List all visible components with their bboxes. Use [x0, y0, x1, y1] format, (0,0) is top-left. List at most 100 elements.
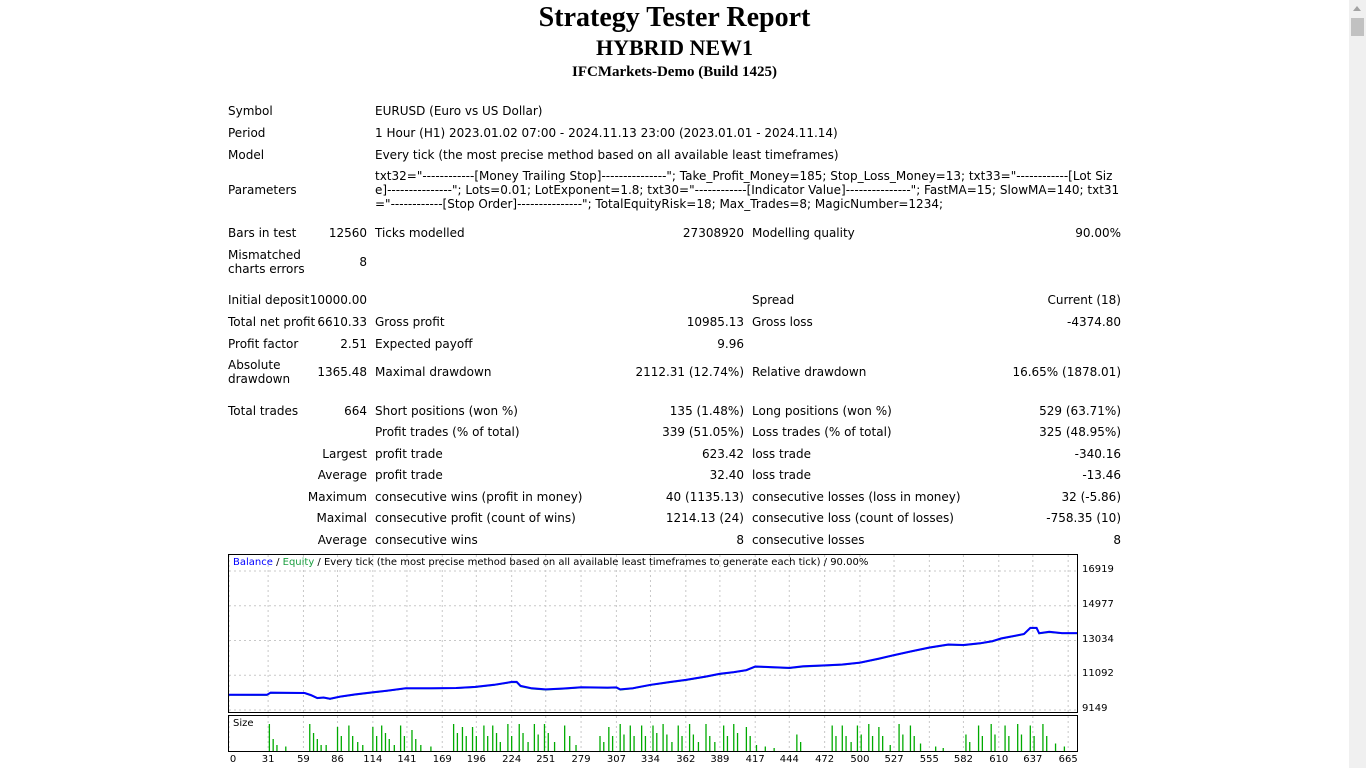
period-label: Period: [228, 126, 266, 140]
y-tick-label: 11092: [1082, 668, 1114, 680]
equity-line: [229, 627, 1077, 700]
profit-factor-label: Profit factor: [228, 337, 299, 351]
ticks-value: 27308920: [682, 226, 744, 240]
x-tick-label: 196: [466, 754, 486, 765]
average-loss-trade-label: loss trade: [752, 468, 811, 482]
maximal-consecutive-loss-value: -758.35 (10): [1046, 511, 1121, 525]
expert-name: HYBRID NEW1: [595, 35, 754, 60]
x-tick-label: 610: [989, 754, 1009, 765]
x-tick-label: 334: [640, 754, 661, 765]
balance-chart: Balance / Equity / Every tick (the most …: [228, 554, 1078, 713]
symbol-value: EURUSD (Euro vs US Dollar): [375, 104, 543, 118]
legend-equity: Equity: [282, 557, 315, 568]
x-tick-label: 0: [229, 754, 237, 765]
y-tick-label: 13034: [1082, 633, 1114, 645]
balance-chart-svg: [229, 555, 1077, 712]
relative-drawdown-value: 16.65% (1878.01): [1012, 365, 1121, 379]
initial-deposit-label: Initial deposit: [228, 293, 310, 307]
modelling-quality-value: 90.00%: [1075, 226, 1121, 240]
x-tick-label: 86: [331, 754, 344, 765]
average-consecutive-wins-value: 8: [736, 533, 744, 547]
largest-label: Largest: [322, 447, 367, 461]
largest-profit-trade-value: 623.42: [702, 447, 744, 461]
max-consecutive-wins-value: 40 (1135.13): [665, 490, 744, 504]
x-tick-label: 362: [676, 754, 696, 765]
y-tick-label: 14977: [1082, 598, 1114, 610]
scrollbar-thumb[interactable]: [1351, 18, 1364, 36]
x-tick-label: 472: [815, 754, 835, 765]
long-positions-label: Long positions (won %): [752, 404, 892, 418]
x-tick-label: 279: [571, 754, 591, 765]
parameters-value: txt32="------------[Money Trailing Stop]…: [375, 169, 1120, 211]
x-tick-label: 417: [745, 754, 765, 765]
x-tick-label: 59: [297, 754, 310, 765]
size-chart: Size: [228, 715, 1078, 752]
symbol-label: Symbol: [228, 104, 273, 118]
x-tick-label: 307: [606, 754, 626, 765]
spread-label: Spread: [752, 293, 795, 307]
size-chart-svg: [229, 716, 1069, 751]
average-consecutive-label: Average: [317, 533, 367, 547]
average-profit-trade-label: profit trade: [375, 468, 443, 482]
y-tick-label: 9149: [1082, 703, 1108, 714]
size-label: Size: [233, 718, 254, 729]
largest-loss-trade-value: -340.16: [1074, 447, 1121, 461]
model-label: Model: [228, 148, 265, 162]
absolute-drawdown-value: 1365.48: [317, 365, 367, 379]
average-consecutive-losses-value: 8: [1113, 533, 1121, 547]
mismatched-errors-label: Mismatched charts errors: [228, 248, 305, 276]
profit-trades-label: Profit trades (% of total): [375, 425, 520, 439]
expected-payoff-label: Expected payoff: [375, 337, 473, 351]
long-positions-value: 529 (63.71%): [1039, 404, 1121, 418]
maximal-drawdown-label: Maximal drawdown: [375, 365, 492, 379]
maximal-drawdown-value: 2112.31 (12.74%): [635, 365, 744, 379]
report-title: Strategy Tester Report: [538, 2, 811, 33]
short-positions-value: 135 (1.48%): [669, 404, 744, 418]
gross-loss-value: -4374.80: [1067, 315, 1121, 329]
relative-drawdown-label: Relative drawdown: [752, 365, 867, 379]
legend-balance: Balance: [233, 557, 273, 568]
spread-value: Current (18): [1047, 293, 1121, 307]
total-trades-label: Total trades: [228, 404, 299, 418]
maximal-consecutive-profit-label: consecutive profit (count of wins): [375, 511, 576, 525]
x-tick-label: 444: [779, 754, 799, 765]
x-tick-label: 527: [884, 754, 904, 765]
x-tick-label: 224: [502, 754, 522, 765]
chart-legend: Balance / Equity / Every tick (the most …: [233, 557, 868, 569]
loss-trades-value: 325 (48.95%): [1039, 425, 1121, 439]
max-consecutive-losses-value: 32 (-5.86): [1061, 490, 1122, 504]
period-value: 1 Hour (H1) 2023.01.02 07:00 - 2024.11.1…: [375, 126, 838, 140]
profit-trades-value: 339 (51.05%): [662, 425, 744, 439]
x-tick-label: 665: [1058, 754, 1078, 765]
maximal-consecutive-profit-value: 1214.13 (24): [665, 511, 744, 525]
bars-label: Bars in test: [228, 226, 297, 240]
max-consecutive-wins-label: consecutive wins (profit in money): [375, 490, 583, 504]
model-value: Every tick (the most precise method base…: [375, 148, 839, 162]
server-build: IFCMarkets-Demo (Build 1425): [572, 64, 777, 80]
profit-factor-value: 2.51: [340, 337, 367, 351]
ticks-label: Ticks modelled: [375, 226, 465, 240]
x-tick-label: 251: [536, 754, 556, 765]
average-loss-trade-value: -13.46: [1082, 468, 1121, 482]
scroll-up-icon[interactable]: [1349, 0, 1366, 17]
max-consecutive-losses-label: consecutive losses (loss in money): [752, 490, 961, 504]
x-tick-label: 637: [1023, 754, 1043, 765]
short-positions-label: Short positions (won %): [375, 404, 518, 418]
average-consecutive-wins-label: consecutive wins: [375, 533, 478, 547]
gross-profit-label: Gross profit: [375, 315, 445, 329]
x-tick-label: 389: [710, 754, 730, 765]
average-label: Average: [317, 468, 367, 482]
net-profit-value: 6610.33: [317, 315, 367, 329]
balance-line: [229, 626, 1077, 700]
y-tick-label: 16919: [1082, 564, 1114, 575]
x-tick-label: 114: [363, 754, 383, 765]
mismatched-errors-value: 8: [359, 255, 367, 269]
average-consecutive-losses-label: consecutive losses: [752, 533, 865, 547]
net-profit-label: Total net profit: [228, 315, 316, 329]
x-tick-label: 582: [953, 754, 973, 765]
x-tick-label: 31: [261, 754, 275, 765]
x-tick-label: 500: [850, 754, 870, 765]
x-tick-label: 555: [919, 754, 939, 765]
vertical-scrollbar[interactable]: [1349, 0, 1366, 768]
loss-trades-label: Loss trades (% of total): [752, 425, 892, 439]
